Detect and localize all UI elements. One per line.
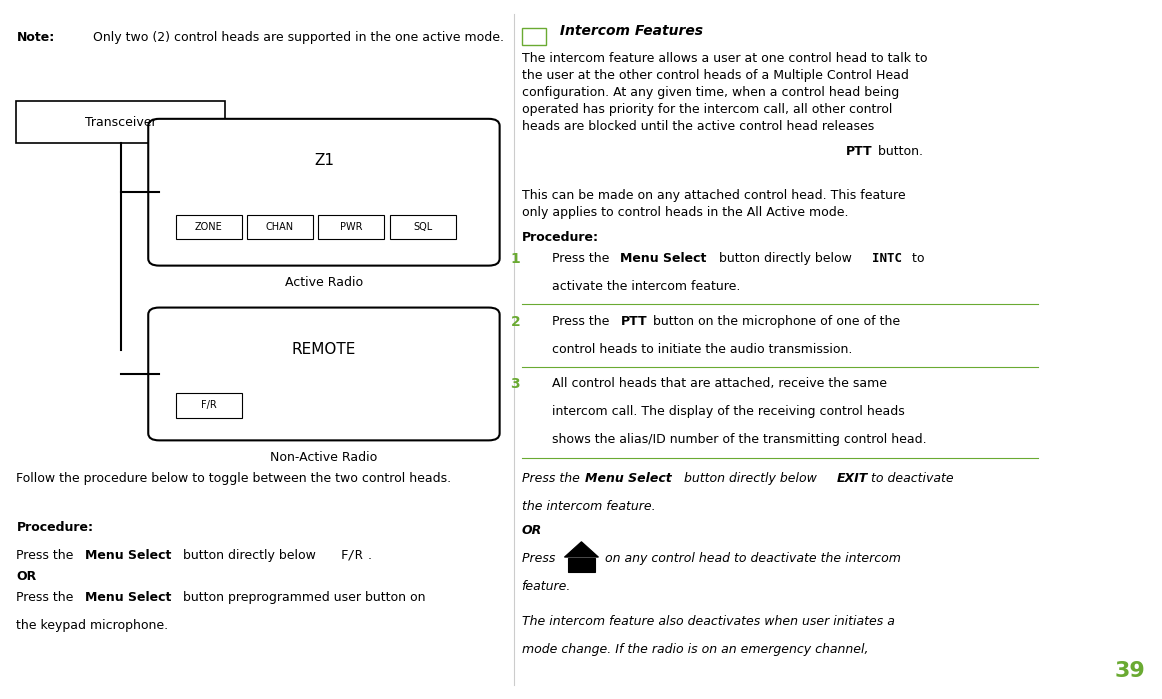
Text: button directly below: button directly below: [715, 252, 855, 265]
Text: 39: 39: [1114, 661, 1146, 681]
FancyBboxPatch shape: [389, 215, 456, 239]
Text: Non-Active Radio: Non-Active Radio: [271, 451, 378, 464]
Text: button on the microphone of one of the: button on the microphone of one of the: [648, 315, 901, 328]
Text: shows the alias/ID number of the transmitting control head.: shows the alias/ID number of the transmi…: [552, 433, 927, 447]
Text: OR: OR: [522, 524, 541, 538]
Text: REMOTE: REMOTE: [292, 342, 356, 357]
Text: Press the: Press the: [552, 315, 614, 328]
Text: activate the intercom feature.: activate the intercom feature.: [552, 280, 740, 293]
Text: on any control head to deactivate the intercom: on any control head to deactivate the in…: [601, 552, 901, 565]
Text: button directly below: button directly below: [179, 549, 320, 562]
Text: ZONE: ZONE: [195, 222, 222, 232]
Text: PWR: PWR: [340, 222, 363, 232]
Text: the intercom feature.: the intercom feature.: [522, 500, 655, 513]
FancyBboxPatch shape: [149, 308, 500, 440]
Text: intercom call. The display of the receiving control heads: intercom call. The display of the receiv…: [552, 405, 905, 419]
Text: to deactivate: to deactivate: [868, 472, 954, 485]
Text: control heads to initiate the audio transmission.: control heads to initiate the audio tran…: [552, 343, 853, 356]
Text: Advanced Features: Advanced Features: [1120, 248, 1140, 451]
Text: to: to: [909, 252, 925, 265]
Text: Menu Select: Menu Select: [85, 591, 171, 604]
Text: EXIT: EXIT: [837, 472, 868, 485]
Text: PTT: PTT: [846, 145, 873, 158]
Polygon shape: [565, 542, 598, 557]
Text: Press the: Press the: [16, 591, 78, 604]
Text: Intercom Features: Intercom Features: [554, 24, 703, 38]
Text: F/R: F/R: [340, 549, 363, 562]
Text: The intercom feature also deactivates when user initiates a: The intercom feature also deactivates wh…: [522, 615, 895, 628]
Text: Transceiver: Transceiver: [85, 116, 157, 129]
FancyBboxPatch shape: [149, 119, 500, 266]
Text: button preprogrammed user button on: button preprogrammed user button on: [179, 591, 425, 604]
Text: PTT: PTT: [621, 315, 647, 328]
Text: Press the: Press the: [552, 252, 614, 265]
Text: Menu Select: Menu Select: [621, 252, 706, 265]
Text: OR: OR: [16, 570, 37, 583]
Text: This can be made on any attached control head. This feature
only applies to cont: This can be made on any attached control…: [522, 189, 905, 219]
Text: F/R: F/R: [201, 401, 216, 410]
Text: All control heads that are attached, receive the same: All control heads that are attached, rec…: [552, 377, 888, 391]
Text: Menu Select: Menu Select: [85, 549, 171, 562]
Text: button.: button.: [874, 145, 923, 158]
Text: mode change. If the radio is on an emergency channel,: mode change. If the radio is on an emerg…: [522, 643, 868, 656]
Text: Z1: Z1: [314, 153, 333, 168]
Text: Only two (2) control heads are supported in the one active mode.: Only two (2) control heads are supported…: [93, 31, 504, 45]
FancyBboxPatch shape: [175, 215, 242, 239]
Text: CHAN: CHAN: [266, 222, 294, 232]
Text: 1: 1: [510, 252, 521, 266]
Text: 3: 3: [510, 377, 521, 391]
Text: The intercom feature allows a user at one control head to talk to
the user at th: The intercom feature allows a user at on…: [522, 52, 927, 134]
Text: SQL: SQL: [414, 222, 432, 232]
Text: the keypad microphone.: the keypad microphone.: [16, 619, 168, 632]
Text: button directly below: button directly below: [680, 472, 820, 485]
Text: Active Radio: Active Radio: [285, 276, 363, 289]
Text: Menu Select: Menu Select: [586, 472, 672, 485]
Text: 2: 2: [510, 315, 521, 329]
Text: Press the: Press the: [522, 472, 583, 485]
FancyBboxPatch shape: [175, 393, 242, 418]
Text: Procedure:: Procedure:: [522, 231, 598, 244]
Text: feature.: feature.: [522, 580, 571, 593]
FancyBboxPatch shape: [16, 101, 225, 143]
Text: .: .: [368, 549, 372, 562]
Text: Note:: Note:: [16, 31, 55, 45]
Text: Press: Press: [522, 552, 559, 565]
FancyBboxPatch shape: [318, 215, 385, 239]
Bar: [522, 28, 546, 45]
Text: INTC: INTC: [872, 252, 902, 265]
Text: Follow the procedure below to toggle between the two control heads.: Follow the procedure below to toggle bet…: [16, 472, 452, 485]
Bar: [568, 558, 595, 572]
Text: Procedure:: Procedure:: [16, 521, 93, 534]
FancyBboxPatch shape: [248, 215, 313, 239]
Text: Press the: Press the: [16, 549, 78, 562]
